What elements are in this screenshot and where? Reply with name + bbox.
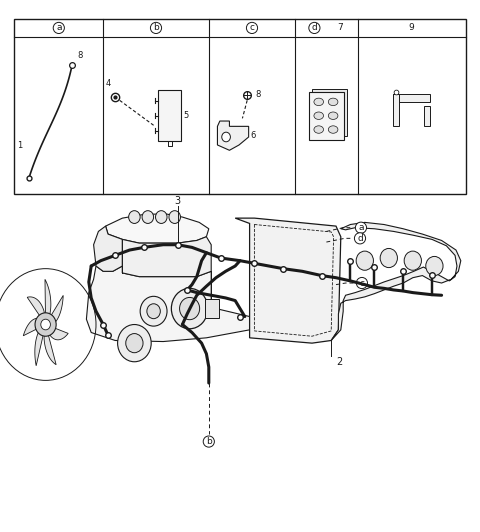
Text: 7: 7 [337,23,343,32]
Polygon shape [35,325,46,366]
Text: c: c [360,279,364,287]
Circle shape [180,297,200,320]
Circle shape [35,313,56,336]
Ellipse shape [328,98,338,105]
Circle shape [222,132,230,142]
Polygon shape [331,222,461,340]
Text: 8: 8 [255,90,260,99]
Circle shape [129,211,140,223]
Ellipse shape [328,126,338,134]
Polygon shape [46,325,68,340]
Text: b: b [206,437,212,446]
Bar [205,299,219,318]
Bar [309,92,344,140]
Polygon shape [106,214,209,243]
Circle shape [147,304,160,319]
Bar [14,19,466,194]
Circle shape [140,296,167,326]
Polygon shape [24,318,46,336]
Polygon shape [46,295,63,325]
Circle shape [171,288,208,329]
Text: 6: 6 [250,131,255,140]
Text: a: a [56,23,61,32]
Text: d: d [357,234,363,243]
Circle shape [126,334,143,353]
Polygon shape [45,279,51,325]
Circle shape [118,325,151,362]
Text: 9: 9 [409,23,414,32]
Ellipse shape [314,98,324,105]
Polygon shape [94,226,122,271]
Ellipse shape [314,112,324,120]
Polygon shape [235,218,341,343]
Text: b: b [153,23,159,32]
Bar [393,95,430,102]
Text: c: c [250,23,254,32]
Circle shape [41,319,50,330]
Polygon shape [122,237,211,277]
Polygon shape [44,325,56,365]
Bar [312,89,347,137]
Text: 2: 2 [336,357,342,367]
Circle shape [356,251,373,270]
Text: 3: 3 [175,196,180,206]
Bar [393,95,399,127]
Text: 1: 1 [17,141,22,150]
Polygon shape [217,121,249,150]
Text: d: d [312,23,317,32]
Bar [158,90,181,141]
Ellipse shape [314,126,324,134]
Bar [424,105,430,127]
Circle shape [169,211,180,223]
Circle shape [156,211,167,223]
Circle shape [426,256,443,276]
Polygon shape [27,297,46,325]
Text: 5: 5 [183,111,189,120]
Circle shape [142,211,154,223]
Circle shape [380,248,397,268]
Text: 4: 4 [106,79,110,88]
Text: a: a [358,223,364,232]
Ellipse shape [328,112,338,120]
Circle shape [404,251,421,270]
Text: 8: 8 [78,51,83,60]
Polygon shape [86,266,250,342]
